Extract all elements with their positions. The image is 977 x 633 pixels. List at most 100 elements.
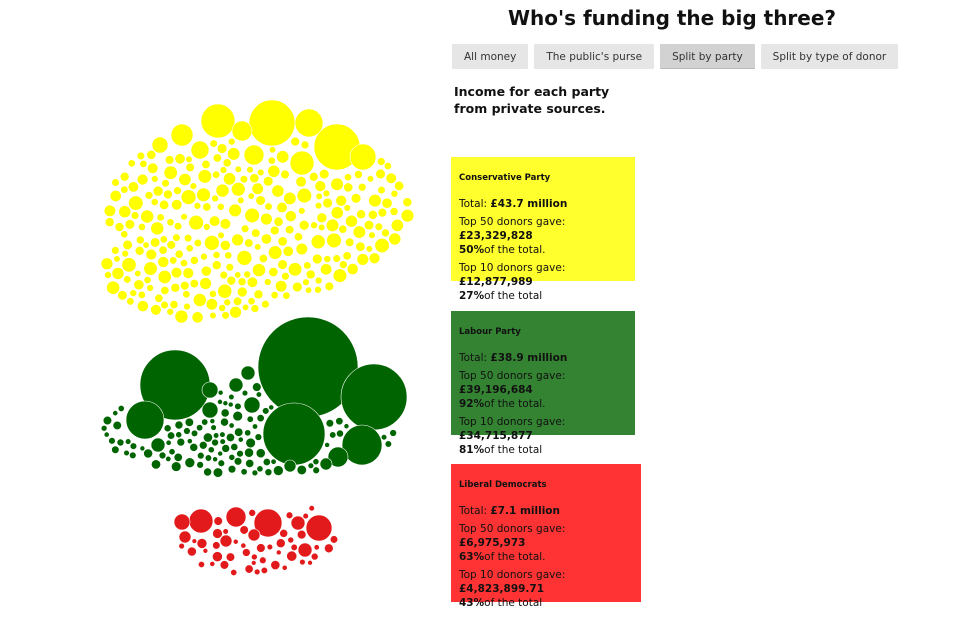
tab-all-money[interactable]: All money bbox=[452, 44, 529, 69]
donor-bubble bbox=[338, 224, 348, 234]
donor-bubble bbox=[303, 261, 312, 270]
donor-bubble bbox=[332, 254, 341, 263]
donor-bubble bbox=[163, 189, 173, 200]
donor-bubble bbox=[277, 236, 288, 247]
donor-bubble bbox=[129, 442, 138, 450]
donor-bubble bbox=[178, 530, 192, 544]
donor-bubble bbox=[139, 159, 148, 168]
donor-bubble bbox=[225, 263, 234, 272]
donor-bubble bbox=[323, 255, 332, 263]
donor-bubble bbox=[204, 454, 212, 462]
donor-bubble bbox=[345, 214, 358, 228]
donor-bubble bbox=[222, 528, 229, 535]
donor-bubble bbox=[252, 382, 262, 392]
labour-info-card: Labour Party Total: £38.9 million Top 50… bbox=[451, 311, 635, 456]
donor-bubble bbox=[244, 429, 252, 437]
donor-bubble bbox=[273, 216, 284, 227]
donor-bubble bbox=[211, 194, 219, 203]
donor-bubble bbox=[290, 515, 306, 531]
donor-bubble bbox=[302, 278, 310, 286]
party-name: Labour Party bbox=[459, 327, 521, 337]
donor-bubble bbox=[223, 172, 236, 186]
donor-bubble bbox=[112, 420, 122, 431]
donor-bubble bbox=[310, 221, 318, 230]
donor-bubble bbox=[220, 408, 230, 418]
donor-bubble bbox=[197, 451, 205, 460]
view-tabs: All money The public's purse Split by pa… bbox=[452, 44, 899, 69]
donor-bubble bbox=[285, 511, 294, 520]
donor-bubble bbox=[244, 238, 254, 248]
donor-bubble bbox=[326, 232, 342, 249]
donor-bubble bbox=[367, 209, 378, 220]
donor-bubble bbox=[327, 446, 349, 468]
donor-bubble bbox=[174, 420, 184, 430]
donor-bubble bbox=[340, 363, 408, 431]
top10-stat: Top 10 donors gave: £4,823,899.71 43%of th… bbox=[459, 569, 566, 609]
donor-bubble bbox=[186, 546, 197, 557]
donor-bubble bbox=[108, 437, 116, 445]
donor-bubble bbox=[275, 549, 282, 556]
donor-bubble bbox=[332, 268, 348, 283]
donor-bubble bbox=[322, 189, 331, 198]
donor-bubble bbox=[189, 443, 199, 452]
donor-bubble bbox=[129, 289, 138, 297]
party-name: Liberal Democrats bbox=[459, 480, 547, 490]
donor-bubble bbox=[109, 190, 122, 202]
donor-bubble bbox=[179, 259, 188, 268]
donor-bubble bbox=[118, 205, 132, 219]
donor-bubble bbox=[112, 410, 119, 417]
donor-bubble bbox=[114, 222, 125, 232]
donor-bubble bbox=[329, 535, 339, 544]
donor-bubble bbox=[276, 201, 288, 214]
tab-public-purse[interactable]: The public's purse bbox=[534, 44, 655, 69]
donor-bubble bbox=[193, 238, 202, 248]
donor-bubble bbox=[330, 206, 344, 220]
donor-bubble bbox=[251, 182, 264, 195]
donor-bubble bbox=[380, 434, 388, 441]
donor-bubble bbox=[191, 311, 204, 324]
donor-bubble bbox=[394, 180, 405, 191]
donor-bubble bbox=[207, 446, 215, 454]
tab-split-by-donor-type[interactable]: Split by type of donor bbox=[760, 44, 899, 69]
donor-bubble bbox=[125, 438, 132, 445]
donor-bubble bbox=[268, 404, 275, 411]
donor-bubble bbox=[309, 172, 319, 182]
top10-stat: Top 10 donors gave: £34,715,877 81%of the… bbox=[459, 416, 566, 456]
donor-bubble bbox=[121, 257, 137, 273]
donor-bubble bbox=[136, 151, 146, 161]
donor-bubble bbox=[234, 402, 242, 411]
donor-bubble bbox=[246, 276, 258, 288]
donor-bubble bbox=[170, 123, 194, 147]
donor-bubble bbox=[117, 405, 125, 412]
donor-bubble bbox=[171, 461, 182, 472]
donor-bubble bbox=[212, 467, 224, 478]
donor-bubble bbox=[240, 224, 250, 233]
donor-bubble bbox=[185, 155, 193, 163]
donor-bubble bbox=[319, 168, 330, 180]
donor-bubble bbox=[127, 181, 139, 193]
donor-bubble bbox=[178, 173, 192, 186]
donor-bubble bbox=[283, 191, 297, 205]
donor-bubble bbox=[163, 424, 172, 433]
donor-bubble bbox=[237, 196, 245, 205]
donor-bubble bbox=[113, 255, 121, 263]
donor-bubble bbox=[230, 569, 238, 576]
tab-split-by-party[interactable]: Split by party bbox=[660, 44, 755, 69]
donor-bubble bbox=[312, 466, 320, 474]
donor-bubble bbox=[201, 381, 219, 399]
donor-bubble bbox=[256, 465, 264, 473]
donor-bubble bbox=[342, 251, 352, 261]
donor-bubble bbox=[283, 459, 297, 473]
conservative-bubble-cluster bbox=[100, 99, 415, 324]
donor-bubble bbox=[169, 300, 179, 309]
donor-bubble bbox=[186, 438, 193, 445]
donor-bubble bbox=[240, 542, 247, 549]
donor-bubble bbox=[219, 560, 230, 570]
donor-bubble bbox=[343, 204, 352, 212]
donor-bubble bbox=[356, 209, 366, 220]
donor-bubble bbox=[204, 235, 220, 251]
donor-bubble bbox=[255, 391, 262, 398]
party-name: Conservative Party bbox=[459, 173, 551, 183]
donor-bubble bbox=[247, 528, 261, 542]
donor-bubble bbox=[270, 560, 281, 570]
